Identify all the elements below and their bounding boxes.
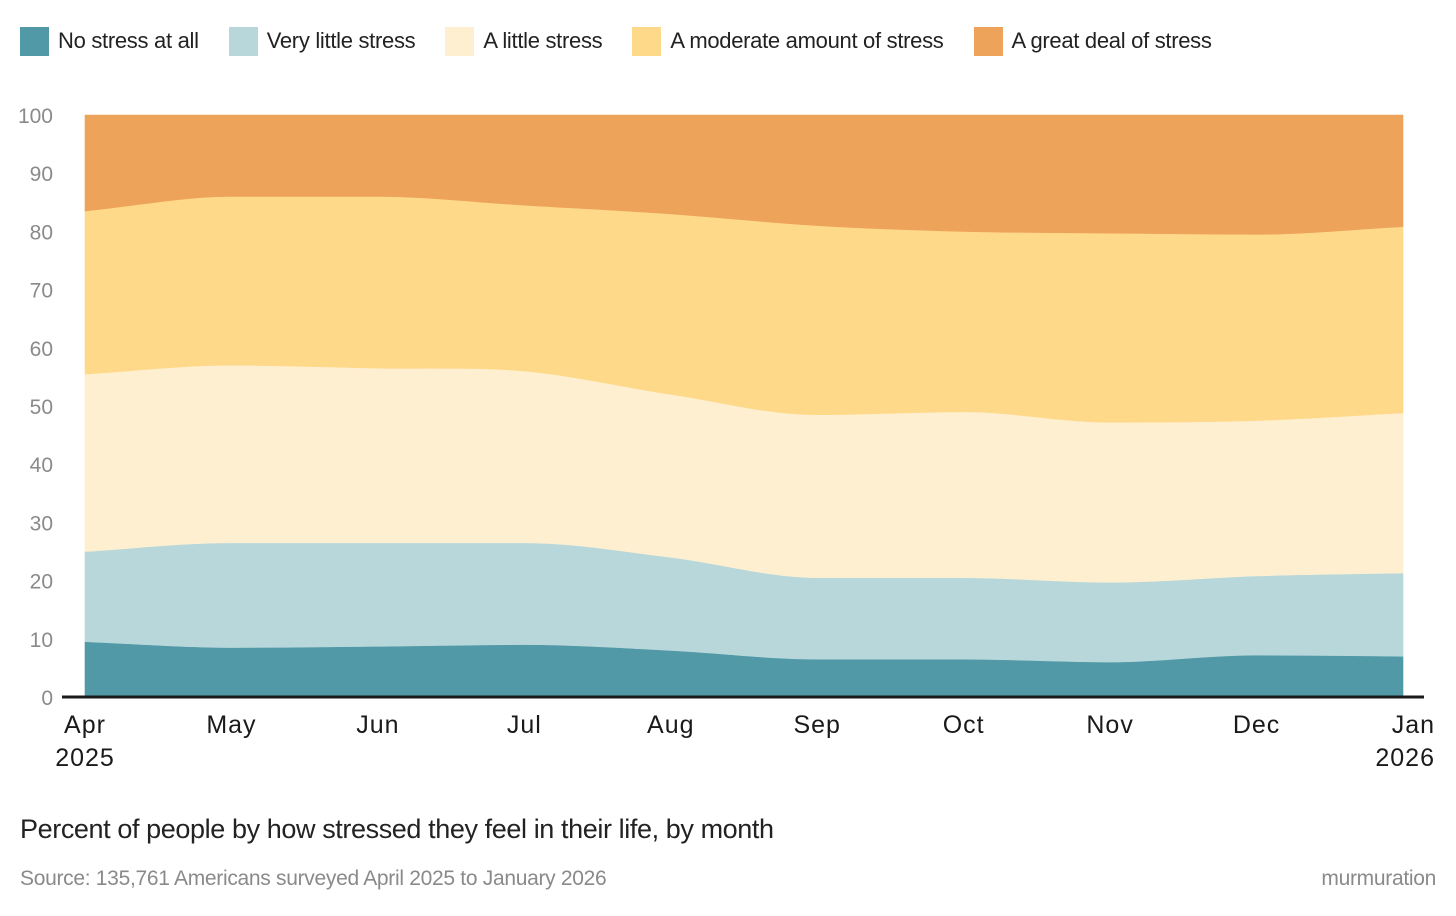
x-tick-year-label: 2026	[1375, 744, 1435, 772]
y-tick-label: 40	[30, 454, 53, 477]
legend-label: A moderate amount of stress	[670, 28, 944, 53]
x-tick-label: Jan	[1392, 711, 1435, 739]
x-tick-label: Dec	[1233, 711, 1280, 739]
chart-source: Source: 135,761 Americans surveyed April…	[20, 867, 607, 890]
chart-title: Percent of people by how stressed they f…	[20, 814, 774, 844]
y-axis: 0 10 20 30 40 50 60 70 80 90 100	[18, 105, 53, 710]
y-tick-label: 90	[30, 163, 53, 186]
y-tick-label: 80	[30, 221, 53, 244]
chart-legend: No stress at all Very little stress A litt…	[20, 26, 1242, 56]
legend-label: Very little stress	[266, 28, 416, 53]
y-tick-label: 100	[18, 105, 53, 128]
y-tick-label: 60	[30, 338, 53, 361]
x-tick-label: Nov	[1086, 711, 1133, 739]
x-tick-label: Jul	[507, 711, 542, 739]
legend-swatch	[632, 26, 662, 56]
x-tick-year-label: 2025	[55, 744, 115, 772]
area-a-great-deal-of-stress	[84, 114, 1404, 235]
y-tick-label: 50	[30, 396, 53, 419]
y-tick-label: 30	[30, 512, 53, 535]
x-tick-label: Jun	[356, 711, 399, 739]
legend-swatch	[973, 26, 1003, 56]
legend-swatch	[445, 26, 475, 56]
legend-item-very-little-stress: Very little stress	[228, 26, 416, 56]
legend-item-a-great-deal-of-stress: A great deal of stress	[973, 26, 1212, 56]
x-tick-label: Oct	[943, 711, 985, 739]
legend-label: A great deal of stress	[1011, 28, 1212, 53]
y-tick-label: 0	[41, 687, 53, 710]
area-layers	[84, 114, 1404, 698]
legend-item-a-moderate-amount-of-stress: A moderate amount of stress	[632, 26, 944, 56]
legend-swatch	[20, 26, 49, 56]
y-tick-label: 20	[30, 571, 53, 594]
x-tick-label: May	[206, 711, 256, 739]
legend-label: A little stress	[483, 28, 603, 53]
legend-item-no-stress-at-all: No stress at all	[20, 26, 199, 56]
y-tick-label: 10	[30, 629, 53, 652]
y-tick-label: 70	[30, 280, 53, 303]
brand-label: murmuration	[1321, 867, 1436, 890]
x-tick-label: Apr	[64, 711, 106, 739]
x-axis: Apr 2025 May Jun Jul Aug Sep Oct Nov Dec Jan 2026	[55, 695, 1435, 772]
x-tick-label: Aug	[647, 711, 694, 739]
x-tick-label: Sep	[793, 711, 840, 739]
legend-swatch	[228, 26, 258, 56]
legend-label: No stress at all	[58, 28, 199, 53]
legend-item-a-little-stress: A little stress	[445, 26, 603, 56]
